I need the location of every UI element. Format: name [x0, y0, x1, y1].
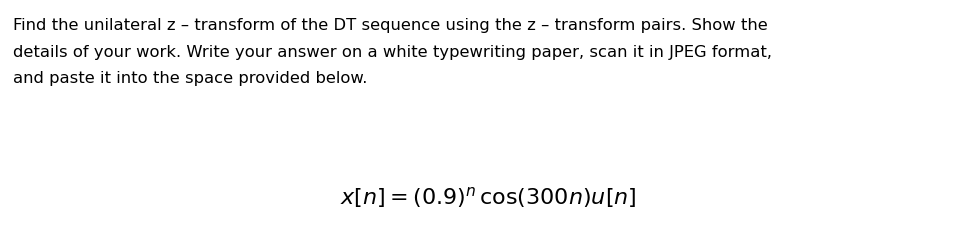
Text: $\mathit{x}[\mathit{n}] = (0.9)^{\mathit{n}}\,\mathrm{cos}(300\mathit{n})\mathit: $\mathit{x}[\mathit{n}] = (0.9)^{\mathit… — [340, 185, 637, 210]
Text: and paste it into the space provided below.: and paste it into the space provided bel… — [13, 71, 367, 86]
Text: Find the unilateral z – transform of the DT sequence using the z – transform pai: Find the unilateral z – transform of the… — [13, 18, 768, 33]
Text: details of your work. Write your answer on a white typewriting paper, scan it in: details of your work. Write your answer … — [13, 44, 772, 59]
